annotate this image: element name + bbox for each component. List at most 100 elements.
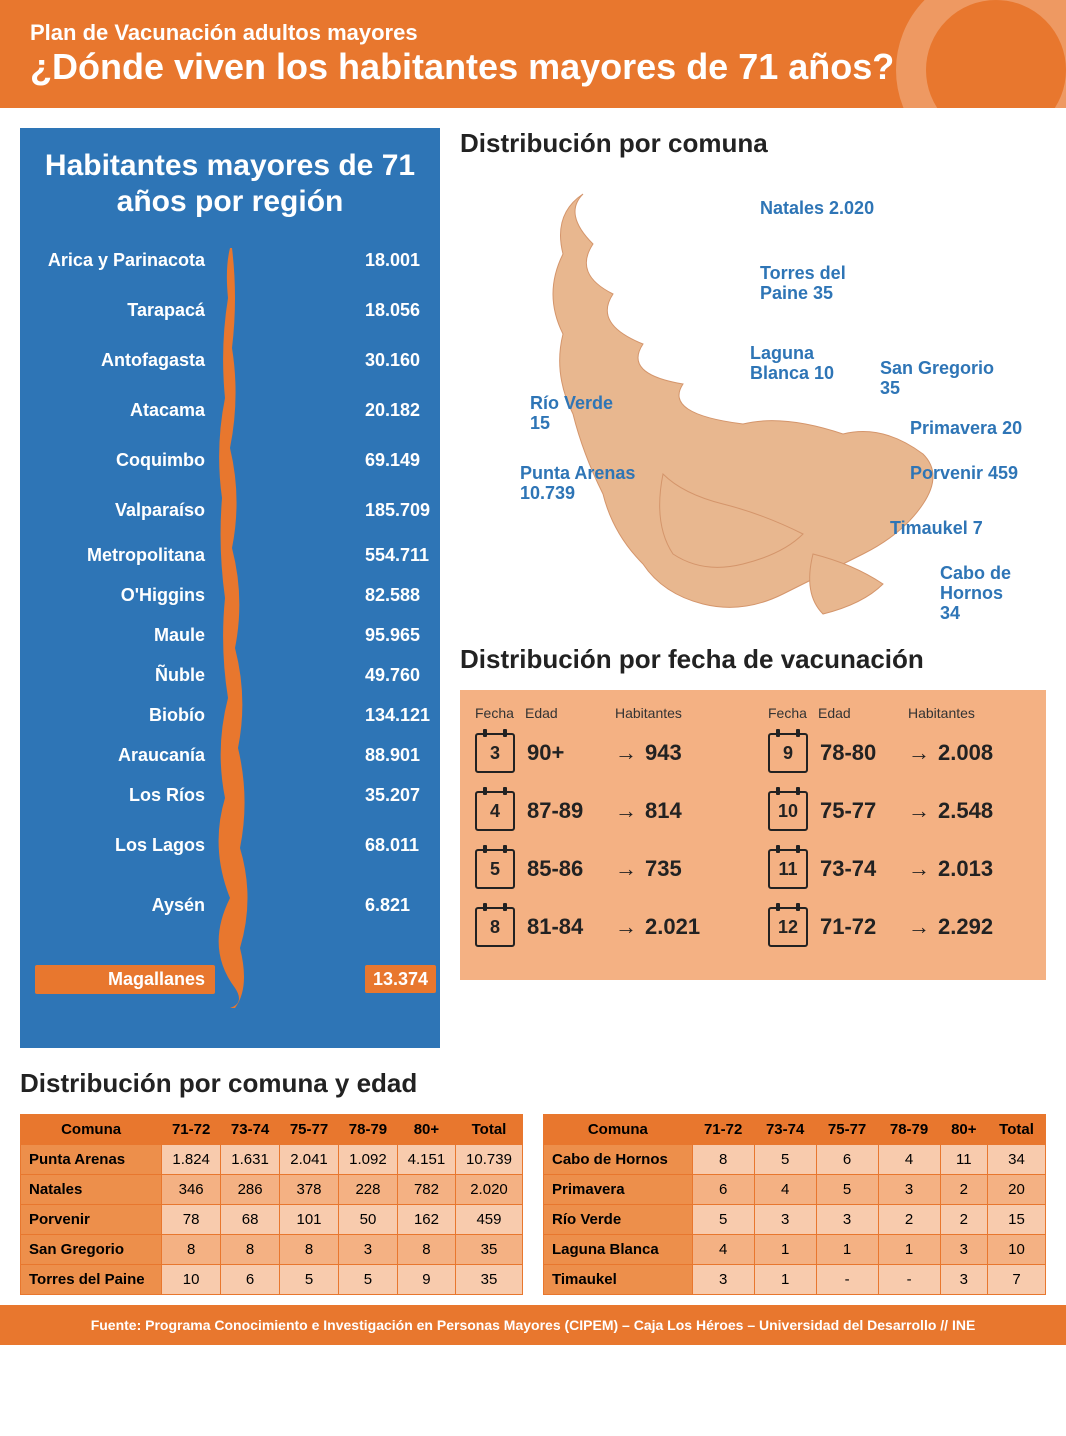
region-row: Magallanes13.374 xyxy=(35,955,425,1004)
calendar-icon: 5 xyxy=(475,849,515,889)
calendar-icon: 9 xyxy=(768,733,808,773)
region-value: 6.821 xyxy=(305,895,425,916)
date-row: 1271-72→2.292 xyxy=(768,907,1031,947)
table-header: Total xyxy=(988,1115,1046,1145)
date-age: 75-77 xyxy=(820,798,900,824)
table-cell: 2.020 xyxy=(455,1175,522,1205)
region-row: Antofagasta30.160 xyxy=(35,340,425,381)
region-name: O'Higgins xyxy=(35,585,215,606)
table-header: 75-77 xyxy=(280,1115,339,1145)
calendar-icon: 3 xyxy=(475,733,515,773)
main-content: Habitantes mayores de 71 años por región… xyxy=(0,108,1066,1068)
region-row: Atacama20.182 xyxy=(35,390,425,431)
table-cell: Laguna Blanca xyxy=(544,1235,693,1265)
region-name: Tarapacá xyxy=(35,300,215,321)
date-age: 78-80 xyxy=(820,740,900,766)
region-value: 18.056 xyxy=(305,300,425,321)
table-row: Natales3462863782287822.020 xyxy=(21,1175,523,1205)
arrow-icon: → xyxy=(615,856,637,882)
arrow-icon: → xyxy=(615,740,637,766)
table-cell: Río Verde xyxy=(544,1205,693,1235)
region-value: 35.207 xyxy=(305,785,425,806)
region-row: Maule95.965 xyxy=(35,615,425,656)
table-header: 73-74 xyxy=(754,1115,816,1145)
left-column: Habitantes mayores de 71 años por región… xyxy=(20,128,440,1048)
region-name: Araucanía xyxy=(35,745,215,766)
table-cell: 346 xyxy=(162,1175,221,1205)
date-row: 1173-74→2.013 xyxy=(768,849,1031,889)
map-label: LagunaBlanca 10 xyxy=(750,344,834,384)
date-population: 2.292 xyxy=(938,914,993,940)
table-cell: 5 xyxy=(692,1205,754,1235)
table-row: Primavera6453220 xyxy=(544,1175,1046,1205)
region-value: 95.965 xyxy=(305,625,425,646)
table-header: 71-72 xyxy=(162,1115,221,1145)
region-name: Metropolitana xyxy=(35,545,215,566)
table-header: 78-79 xyxy=(878,1115,940,1145)
date-population: 735 xyxy=(645,856,682,882)
table-cell: 3 xyxy=(338,1235,397,1265)
date-row: 585-86→735 xyxy=(475,849,738,889)
calendar-icon: 8 xyxy=(475,907,515,947)
table-cell: Timaukel xyxy=(544,1265,693,1295)
dates-panel: FechaEdadHabitantes390+→943487-89→814585… xyxy=(460,690,1046,980)
region-value: 20.182 xyxy=(305,400,425,421)
calendar-icon: 12 xyxy=(768,907,808,947)
header-banner: Plan de Vacunación adultos mayores ¿Dónd… xyxy=(0,0,1066,108)
table-cell: 3 xyxy=(816,1205,878,1235)
region-value: 88.901 xyxy=(305,745,425,766)
table-header: 78-79 xyxy=(338,1115,397,1145)
table-cell: 7 xyxy=(988,1265,1046,1295)
region-value: 49.760 xyxy=(305,665,425,686)
table-cell: 378 xyxy=(280,1175,339,1205)
table-cell: 10 xyxy=(988,1235,1046,1265)
table-cell: 15 xyxy=(988,1205,1046,1235)
table-cell: 8 xyxy=(280,1235,339,1265)
region-row: Arica y Parinacota18.001 xyxy=(35,240,425,281)
region-name: Antofagasta xyxy=(35,350,215,371)
region-value: 134.121 xyxy=(305,705,425,726)
table-cell: 162 xyxy=(397,1205,455,1235)
date-age: 87-89 xyxy=(527,798,607,824)
table-cell: 11 xyxy=(940,1145,988,1175)
region-row: Ñuble49.760 xyxy=(35,655,425,696)
map-label: Natales 2.020 xyxy=(760,199,874,219)
table-cell: 35 xyxy=(455,1235,522,1265)
table-cell: 5 xyxy=(816,1175,878,1205)
region-row: Metropolitana554.711 xyxy=(35,535,425,576)
map-label: Cabo deHornos34 xyxy=(940,564,1011,623)
region-row: Biobío 134.121 xyxy=(35,695,425,736)
map-label: Primavera 20 xyxy=(910,419,1022,439)
table-cell: 68 xyxy=(221,1205,280,1235)
region-name: Coquimbo xyxy=(35,450,215,471)
table-cell: Porvenir xyxy=(21,1205,162,1235)
map-label: Torres delPaine 35 xyxy=(760,264,846,304)
table-cell: 1.092 xyxy=(338,1145,397,1175)
table-row: Torres del Paine10655935 xyxy=(21,1265,523,1295)
table-row: Porvenir786810150162459 xyxy=(21,1205,523,1235)
table-cell: 20 xyxy=(988,1175,1046,1205)
date-population: 2.013 xyxy=(938,856,993,882)
table-cell: Cabo de Hornos xyxy=(544,1145,693,1175)
arrow-icon: → xyxy=(615,914,637,940)
arrow-icon: → xyxy=(908,740,930,766)
table-cell: 50 xyxy=(338,1205,397,1235)
table-cell: 35 xyxy=(455,1265,522,1295)
date-age: 90+ xyxy=(527,740,607,766)
date-age: 71-72 xyxy=(820,914,900,940)
calendar-icon: 4 xyxy=(475,791,515,831)
date-age: 73-74 xyxy=(820,856,900,882)
table-cell: 3 xyxy=(692,1265,754,1295)
dates-columns: FechaEdadHabitantes390+→943487-89→814585… xyxy=(475,705,1031,965)
regions-title: Habitantes mayores de 71 años por región xyxy=(35,148,425,220)
table-cell: - xyxy=(816,1265,878,1295)
table-cell: 5 xyxy=(280,1265,339,1295)
date-population: 2.021 xyxy=(645,914,700,940)
table-cell: 2.041 xyxy=(280,1145,339,1175)
date-row: 978-80→2.008 xyxy=(768,733,1031,773)
table-row: Punta Arenas1.8241.6312.0411.0924.15110.… xyxy=(21,1145,523,1175)
region-name: Biobío xyxy=(35,705,215,726)
table-cell: Torres del Paine xyxy=(21,1265,162,1295)
table-cell: 1 xyxy=(754,1235,816,1265)
table-cell: 4 xyxy=(754,1175,816,1205)
